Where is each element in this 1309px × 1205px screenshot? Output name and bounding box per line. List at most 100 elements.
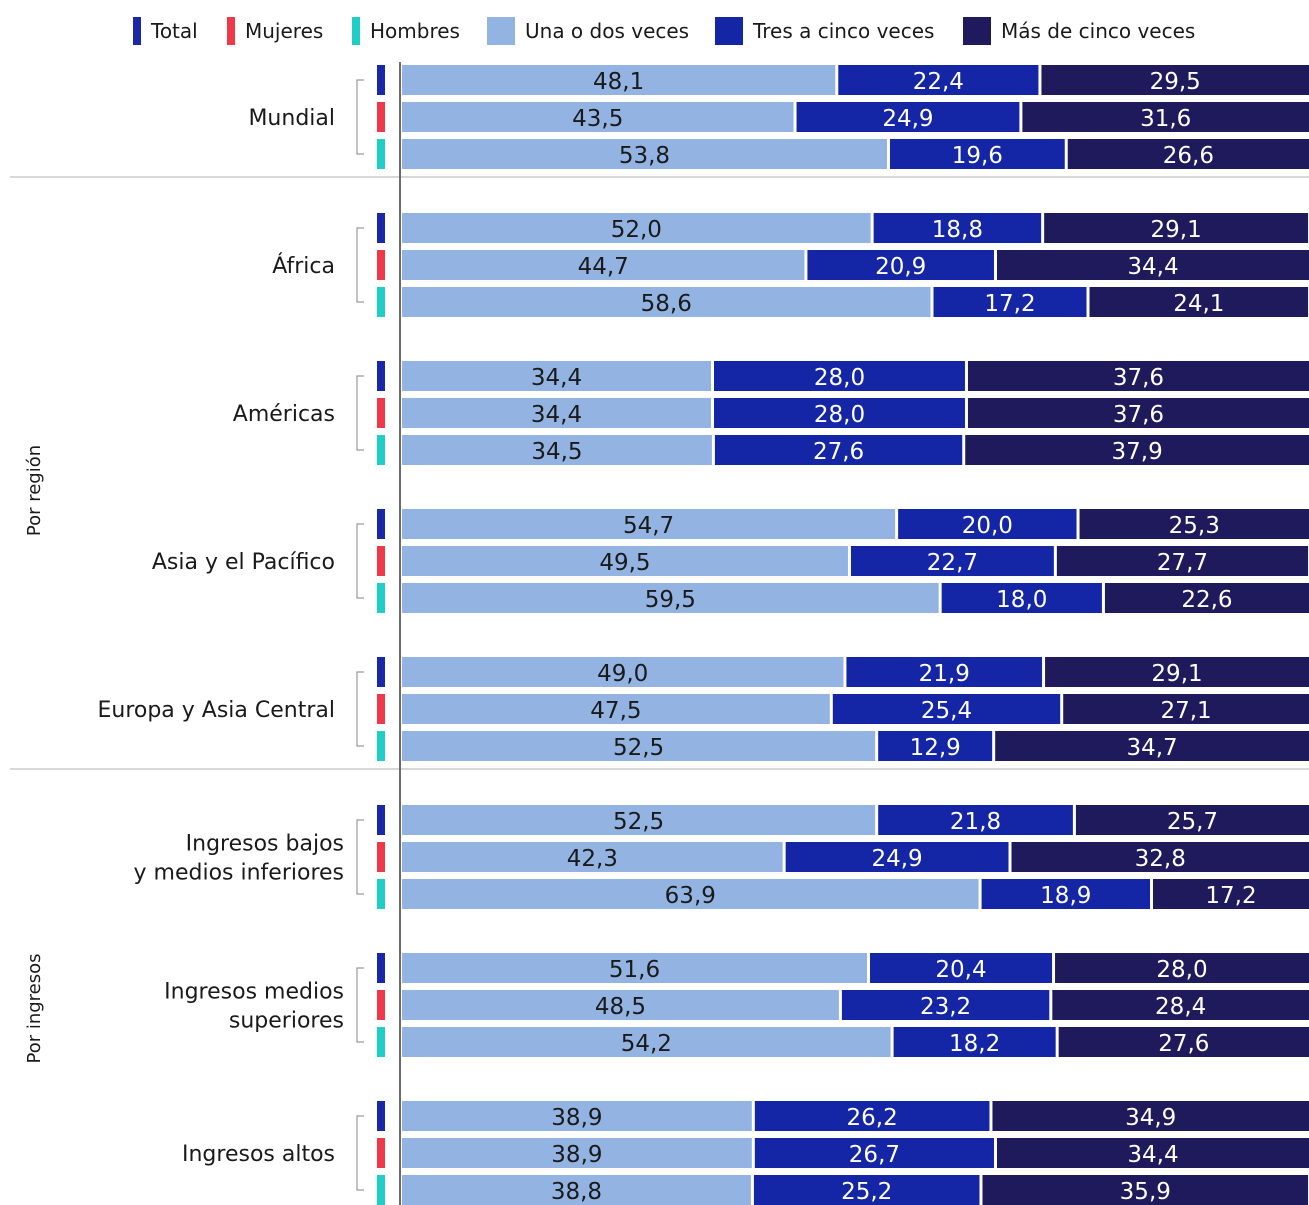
bar-segment-mas-de-cinco-veces xyxy=(1067,139,1309,169)
bar-segment-mas-de-cinco-veces xyxy=(1045,657,1309,687)
bar-value-label: 49,5 xyxy=(599,550,650,576)
bar-value-label: 18,2 xyxy=(949,1031,1000,1057)
group-label-por-ingresos: Por ingresos xyxy=(24,953,45,1063)
bar-segment-una-o-dos-veces xyxy=(402,546,848,576)
bar-value-label: 54,2 xyxy=(621,1031,672,1057)
bar-row-hombres: 52,5 12,9 34,7 xyxy=(377,731,1309,761)
bar-value-label: 47,5 xyxy=(590,698,641,724)
bar-value-label: 34,4 xyxy=(531,402,582,428)
bar-segment-una-o-dos-veces xyxy=(402,65,836,95)
category-americas: Américas 34,4 28,0 37,6 34,4 28,0 37,6 34,5 27,6… xyxy=(233,361,1309,465)
category-label: Ingresos altos xyxy=(182,1142,335,1167)
bar-segment-mas-de-cinco-veces xyxy=(1056,546,1309,576)
bar-segment-una-o-dos-veces xyxy=(402,139,887,169)
bar-segment-tres-a-cinco-veces xyxy=(933,287,1087,317)
bar-value-label: 18,0 xyxy=(996,587,1047,613)
bar-segment-una-o-dos-veces xyxy=(402,435,712,465)
category-bracket xyxy=(356,671,364,747)
bar-value-label: 28,0 xyxy=(1156,957,1207,983)
category-asia-y-el-pacifico: Asia y el Pacífico 54,7 20,0 25,3 49,5 22,7 27… xyxy=(152,509,1309,613)
bar-segment-tres-a-cinco-veces xyxy=(878,731,993,761)
bar-segment-mas-de-cinco-veces xyxy=(967,398,1309,428)
bar-value-label: 27,6 xyxy=(813,439,864,465)
bar-value-label: 32,8 xyxy=(1135,846,1186,872)
bar-value-label: 22,4 xyxy=(913,69,964,95)
legend-label-total: Total xyxy=(151,19,198,43)
category-label: y medios inferiores xyxy=(134,861,344,886)
bar-segment-mas-de-cinco-veces xyxy=(1052,990,1309,1020)
category-label: África xyxy=(272,253,335,279)
bar-segment-una-o-dos-veces xyxy=(402,1175,751,1205)
bar-segment-una-o-dos-veces xyxy=(402,102,794,132)
bar-value-label: 24,9 xyxy=(871,846,922,872)
legend-label-tres-a-cinco-veces: Tres a cinco veces xyxy=(753,19,935,43)
bar-value-label: 52,5 xyxy=(613,809,664,835)
bar-segment-una-o-dos-veces xyxy=(402,694,830,724)
sex-marker-hombres xyxy=(377,1027,385,1057)
bar-value-label: 18,8 xyxy=(932,217,983,243)
bar-segment-una-o-dos-veces xyxy=(402,1138,752,1168)
legend-item-tres-a-cinco-veces: Tres a cinco veces xyxy=(715,17,934,45)
category-bracket xyxy=(356,523,364,599)
bar-value-label: 58,6 xyxy=(641,291,692,317)
bar-segment-una-o-dos-veces xyxy=(402,509,896,539)
bar-row-hombres: 59,5 18,0 22,6 xyxy=(377,583,1309,613)
bar-segment-mas-de-cinco-veces xyxy=(1104,583,1309,613)
bar-value-label: 28,0 xyxy=(814,402,865,428)
bar-segment-mas-de-cinco-veces xyxy=(992,1101,1309,1131)
bar-row-total: 34,4 28,0 37,6 xyxy=(377,361,1309,391)
bar-value-label: 18,9 xyxy=(1040,883,1091,909)
sex-marker-hombres xyxy=(377,139,385,169)
bar-segment-tres-a-cinco-veces xyxy=(870,953,1053,983)
bar-value-label: 20,4 xyxy=(935,957,986,983)
bar-segment-tres-a-cinco-veces xyxy=(807,250,994,280)
bar-row-hombres: 53,8 19,6 26,6 xyxy=(377,139,1309,169)
bar-value-label: 27,1 xyxy=(1160,698,1211,724)
bar-segment-mas-de-cinco-veces xyxy=(967,361,1309,391)
bar-segment-una-o-dos-veces xyxy=(402,398,712,428)
bar-segment-una-o-dos-veces xyxy=(402,287,931,317)
bar-segment-una-o-dos-veces xyxy=(402,731,876,761)
bar-value-label: 54,7 xyxy=(623,513,674,539)
bar-value-label: 28,4 xyxy=(1155,994,1206,1020)
bar-segment-una-o-dos-veces xyxy=(402,1101,752,1131)
bar-segment-mas-de-cinco-veces xyxy=(1063,694,1309,724)
bar-value-label: 34,4 xyxy=(1127,1142,1178,1168)
sex-marker-total xyxy=(377,805,385,835)
sex-marker-total xyxy=(377,509,385,539)
bar-segment-mas-de-cinco-veces xyxy=(995,731,1309,761)
bar-row-hombres: 38,8 25,2 35,9 xyxy=(377,1175,1309,1205)
bar-value-label: 22,7 xyxy=(927,550,978,576)
sex-marker-hombres xyxy=(377,731,385,761)
bar-value-label: 51,6 xyxy=(609,957,660,983)
category-label: Mundial xyxy=(248,106,335,131)
bar-segment-mas-de-cinco-veces xyxy=(1055,953,1309,983)
sex-marker-total xyxy=(377,361,385,391)
bar-segment-mas-de-cinco-veces xyxy=(1089,287,1309,317)
bar-value-label: 25,2 xyxy=(841,1179,892,1205)
bar-row-mujeres: 49,5 22,7 27,7 xyxy=(377,546,1309,576)
bar-value-label: 44,7 xyxy=(578,254,629,280)
bar-segment-tres-a-cinco-veces xyxy=(754,1138,994,1168)
bar-value-label: 31,6 xyxy=(1140,106,1191,132)
category-label: Ingresos medios xyxy=(164,980,344,1005)
bar-value-label: 26,7 xyxy=(849,1142,900,1168)
sex-marker-hombres xyxy=(377,1175,385,1205)
sex-marker-mujeres xyxy=(377,990,385,1020)
bar-segment-una-o-dos-veces xyxy=(402,213,871,243)
bar-value-label: 53,8 xyxy=(619,143,670,169)
bar-value-label: 26,6 xyxy=(1163,143,1214,169)
bar-segment-una-o-dos-veces xyxy=(402,361,712,391)
bar-segment-mas-de-cinco-veces xyxy=(1041,65,1309,95)
bar-segment-tres-a-cinco-veces xyxy=(889,139,1065,169)
bar-segment-mas-de-cinco-veces xyxy=(996,250,1309,280)
bar-value-label: 38,8 xyxy=(551,1179,602,1205)
bar-segment-tres-a-cinco-veces xyxy=(873,213,1042,243)
bar-value-label: 22,6 xyxy=(1181,587,1232,613)
bar-value-label: 28,0 xyxy=(814,365,865,391)
bar-segment-tres-a-cinco-veces xyxy=(850,546,1054,576)
bar-segment-mas-de-cinco-veces xyxy=(1022,102,1309,132)
sex-marker-mujeres xyxy=(377,694,385,724)
bar-segment-mas-de-cinco-veces xyxy=(996,1138,1309,1168)
sex-marker-mujeres xyxy=(377,546,385,576)
